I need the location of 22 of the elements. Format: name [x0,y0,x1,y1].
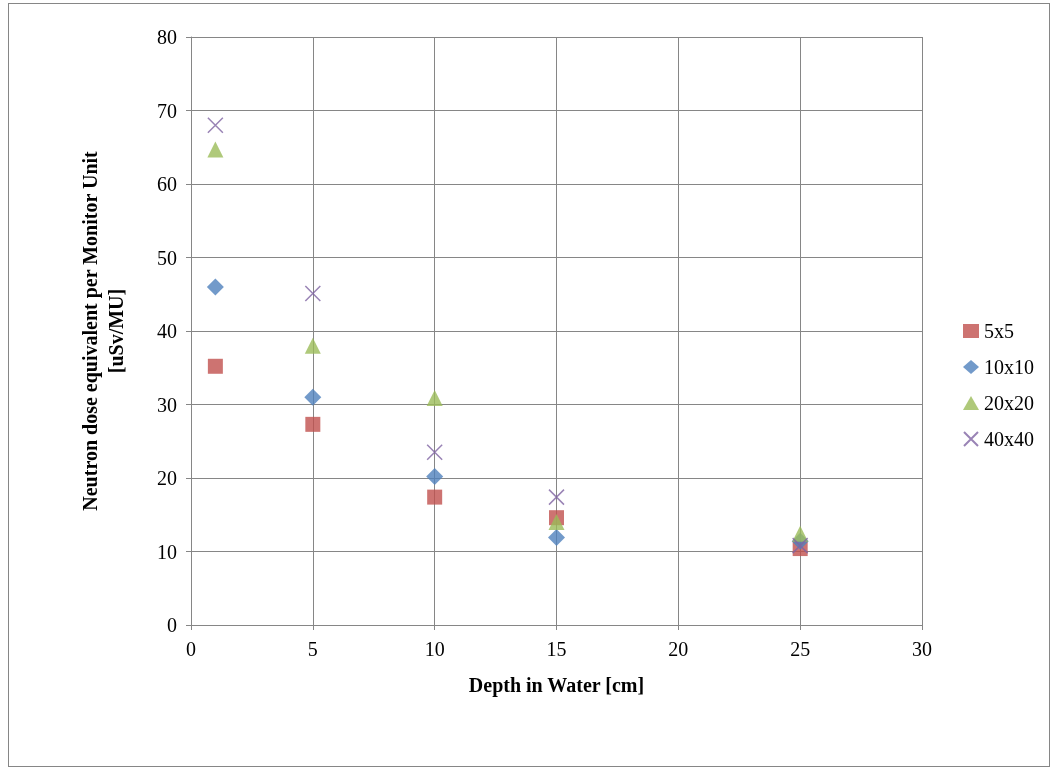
y-axis-title: Neutron dose equivalent per Monitor Unit [uSv/MU] [79,150,127,511]
x-tick-label: 10 [424,638,445,660]
x-tick-label: 20 [668,638,689,660]
y-tick-label: 10 [157,540,177,563]
y-tick-label: 80 [157,26,177,48]
x-tick-label: 15 [546,638,567,660]
y-tick-label: 30 [157,393,177,416]
legend-label: 10x10 [984,356,1034,378]
x-tick-label: 25 [790,638,811,660]
x-axis-title: Depth in Water [cm] [468,674,645,697]
y-tick-label: 60 [157,173,177,195]
x-tick-label: 0 [186,638,196,660]
legend-label: 40x40 [984,428,1034,450]
legend-label: 5x5 [984,320,1014,342]
y-tick-label: 40 [157,320,177,342]
x-tick-label: 5 [307,638,318,660]
x-tick-label: 30 [912,638,932,660]
y-tick-label: 0 [167,614,177,636]
y-tick-label: 50 [157,246,177,269]
y-tick-label: 70 [157,99,177,122]
y-tick-label: 20 [157,467,177,489]
legend-label: 20x20 [984,392,1034,414]
